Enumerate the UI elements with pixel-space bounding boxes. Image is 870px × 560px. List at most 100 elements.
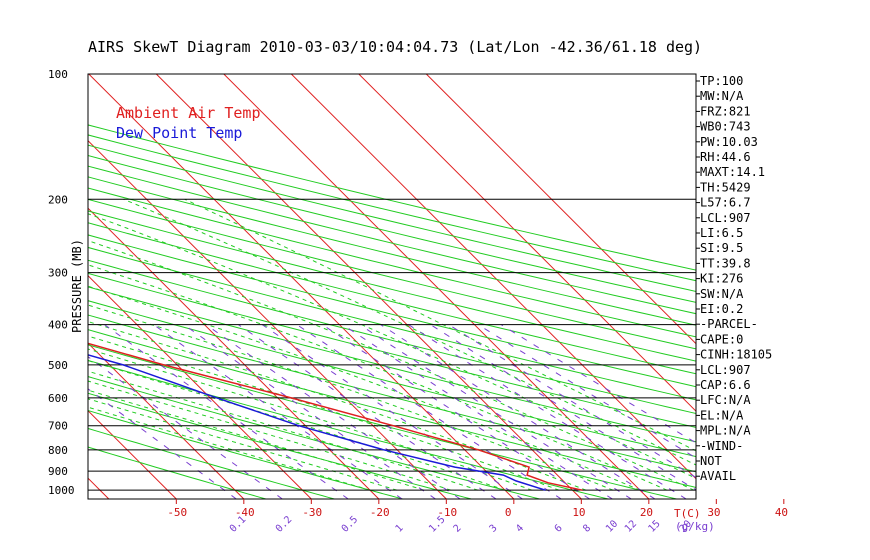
- dry-adiabat-line: [88, 144, 696, 292]
- plot-frame: [87, 73, 697, 500]
- temp-tick-label-bottom: -20: [370, 506, 390, 519]
- temp-tick-label-bottom: -40: [235, 506, 255, 519]
- dry-adiabat-line: [88, 272, 696, 428]
- isotherm-line: [0, 74, 41, 499]
- dry-adiabat-line: [88, 210, 696, 362]
- moist-adiabat-line: [88, 264, 668, 491]
- index-item: SI:9.5: [700, 241, 743, 255]
- pressure-tick-label: 700: [48, 420, 68, 433]
- mixing-ratio-tick-label: 1: [394, 523, 406, 535]
- index-item: TP:100: [700, 74, 743, 88]
- moist-adiabat-line: [88, 406, 371, 491]
- isotherm-line: [88, 477, 110, 499]
- mixing-ratio-line: [88, 388, 237, 499]
- index-item: LCL:907: [700, 363, 751, 377]
- mixing-ratio-line: [183, 324, 436, 499]
- temp-tick-label-bottom: 0: [505, 506, 512, 519]
- index-item: -PARCEL-: [700, 317, 758, 331]
- mixing-ratio-tick-label: 6: [553, 523, 565, 535]
- mixing-ratio-line: [322, 324, 590, 499]
- pressure-tick-label: 100: [48, 68, 68, 81]
- mixing-ratio-tick-label: 3: [488, 523, 500, 535]
- dry-adiabat-line: [88, 187, 696, 338]
- mixing-ratio-line: [88, 356, 283, 499]
- chart-title: AIRS SkewT Diagram 2010-03-03/10:04:04.7…: [88, 38, 702, 56]
- dry-adiabat-line: [88, 165, 696, 315]
- mixing-ratio-line: [153, 324, 403, 499]
- isotherm-line: [425, 74, 696, 345]
- index-item: NOT: [700, 454, 722, 468]
- series-line-ambient-air-temp: [88, 342, 583, 491]
- mixing-ratio-line: [430, 324, 696, 491]
- mixing-ratio-unit-label: (g/kg): [675, 520, 715, 533]
- index-item: EL:N/A: [700, 408, 744, 422]
- pressure-tick-label: 800: [48, 444, 68, 457]
- mixing-ratio-tick-label: 0.5: [340, 514, 361, 535]
- mixing-ratio-line: [477, 324, 696, 459]
- mixing-ratio-tick-label: 0.2: [274, 514, 295, 535]
- mixing-ratio-tick-label: 10: [604, 518, 620, 534]
- mixing-ratio-tick-label: 8: [581, 523, 593, 535]
- temp-tick-label-bottom: -50: [167, 506, 187, 519]
- moist-adiabat-line: [88, 335, 560, 491]
- isotherm-line: [88, 342, 245, 499]
- temp-tick-label-bottom: -30: [302, 506, 322, 519]
- pressure-tick-label: 200: [48, 193, 68, 206]
- y-axis-label: PRESSURE (MB): [70, 239, 84, 333]
- isotherm-line: [155, 74, 582, 499]
- mixing-ratio-line: [296, 324, 562, 499]
- index-item: CAPE:0: [700, 332, 743, 346]
- dry-adiabat-line: [88, 427, 335, 499]
- x-axis-unit-label: T(C): [674, 507, 701, 520]
- index-item: CINH:18105: [700, 348, 772, 362]
- index-item: AVAIL: [700, 469, 736, 483]
- temp-tick-label-bottom: -10: [437, 506, 457, 519]
- index-item: L57:6.7: [700, 196, 751, 210]
- isotherm-line: [88, 74, 515, 499]
- mixing-ratio-line: [500, 324, 696, 444]
- index-item: MW:N/A: [700, 89, 744, 103]
- dry-adiabat-line: [88, 259, 696, 415]
- index-item: MPL:N/A: [700, 424, 751, 438]
- dry-adiabat-line: [88, 134, 696, 282]
- dry-adiabat-line: [88, 124, 696, 271]
- dry-adiabat-line: [88, 446, 267, 499]
- index-item: LI:6.5: [700, 226, 743, 240]
- index-item: SW:N/A: [700, 287, 744, 301]
- index-item: KI:276: [700, 272, 743, 286]
- mixing-ratio-tick-label: 4: [514, 523, 526, 535]
- index-item: CAP:6.6: [700, 378, 751, 392]
- pressure-tick-label: 400: [48, 319, 68, 332]
- mixing-ratio-tick-label: 15: [646, 518, 662, 534]
- isotherm-line: [88, 409, 177, 499]
- dry-adiabat-line: [88, 176, 696, 326]
- dry-adiabat-line: [88, 286, 696, 443]
- index-item: WB0:743: [700, 120, 751, 134]
- dry-adiabat-line: [88, 198, 696, 350]
- index-item: PW:10.03: [700, 135, 758, 149]
- index-item: -WIND-: [700, 439, 743, 453]
- dry-adiabat-line: [88, 155, 696, 303]
- mixing-ratio-line: [104, 324, 349, 499]
- legend-dew-point-temp: Dew Point Temp: [116, 124, 242, 142]
- dry-adiabat-line: [88, 376, 540, 499]
- temp-tick-label-bottom: 40: [775, 506, 788, 519]
- isotherm-line: [290, 74, 696, 480]
- temp-tick-label-bottom: 30: [707, 506, 720, 519]
- isotherm-line: [88, 274, 312, 499]
- dry-adiabat-line: [88, 300, 696, 458]
- mixing-ratio-line: [359, 324, 632, 499]
- pressure-tick-label: 1000: [48, 484, 75, 497]
- mixing-ratio-line: [408, 324, 687, 499]
- mixing-ratio-tick-label: 12: [623, 518, 639, 534]
- dry-adiabat-line: [88, 314, 696, 473]
- index-item: LCL:907: [700, 211, 751, 225]
- moist-adiabat-line: [88, 285, 641, 491]
- series-layer: [88, 342, 583, 491]
- mixing-ratio-line: [448, 324, 696, 479]
- series-line-dew-point-temp: [88, 354, 546, 491]
- legend-ambient-air-temp: Ambient Air Temp: [116, 104, 261, 122]
- moist-adiabat-line: [88, 398, 398, 491]
